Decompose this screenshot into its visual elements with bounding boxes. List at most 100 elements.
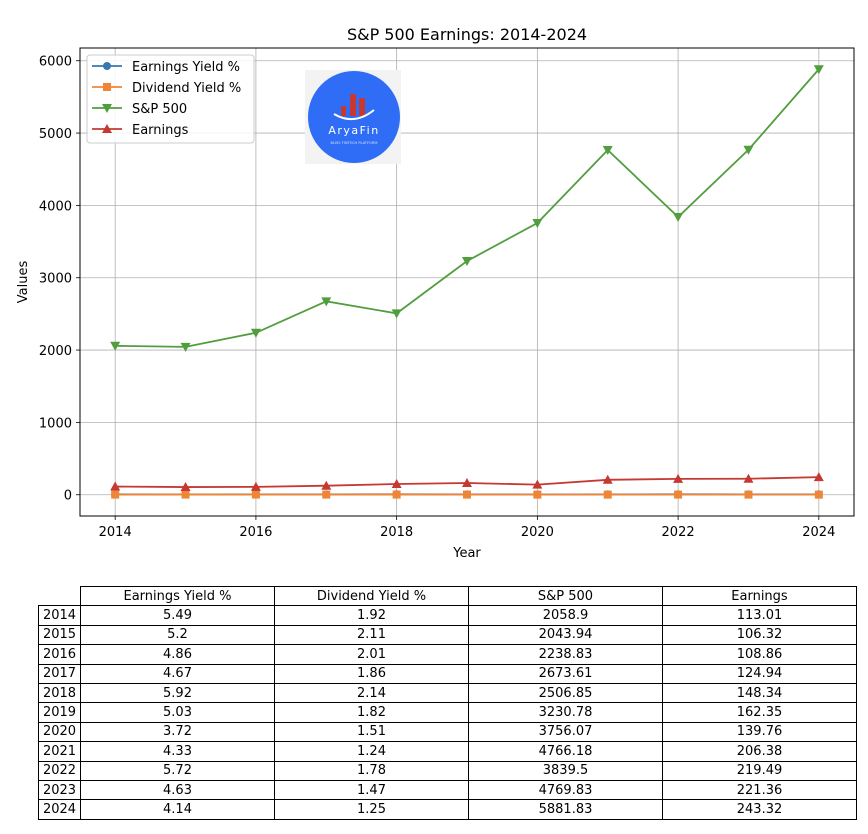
table-cell: 124.94	[662, 663, 857, 684]
data-point	[813, 472, 824, 482]
data-point	[603, 490, 612, 499]
table-cell: 1.47	[274, 779, 469, 801]
data-point	[251, 490, 260, 499]
table-cell: 2506.85	[468, 682, 663, 704]
table-cell: 3756.07	[468, 721, 663, 743]
y-tick-label: 6000	[39, 55, 72, 70]
y-tick-label: 2000	[39, 344, 72, 359]
data-point	[813, 65, 824, 75]
table-cell: 5.49	[80, 605, 275, 626]
table-row: 2017 4.67 1.86 2673.61 124.94	[38, 663, 857, 684]
data-point	[111, 490, 120, 499]
table-column-header: Earnings Yield %	[80, 585, 275, 607]
data-point	[532, 219, 543, 229]
table-corner	[39, 587, 81, 606]
table-cell: 3230.78	[468, 702, 663, 723]
x-tick-label: 2022	[662, 525, 695, 540]
x-tick-label: 2024	[802, 525, 835, 540]
table-cell: 2673.61	[468, 663, 663, 684]
table-cell: 2.01	[274, 644, 469, 665]
table-cell: 2.14	[274, 682, 469, 704]
logo-bar-3	[359, 98, 365, 116]
table-row: 2018 5.92 2.14 2506.85 148.34	[38, 682, 857, 704]
table-cell: 5.03	[80, 702, 275, 723]
table-row: 2016 4.86 2.01 2238.83 108.86	[38, 644, 857, 665]
series-2	[110, 65, 824, 352]
data-point	[463, 490, 471, 499]
data-point	[814, 490, 823, 499]
legend-label: Earnings	[132, 123, 189, 138]
data-point	[391, 309, 402, 319]
logo-bar-1	[341, 106, 346, 116]
logo-bar-2	[350, 94, 356, 116]
table-row-label: 2022	[38, 760, 81, 781]
data-point	[180, 482, 191, 492]
table-row: 2022 5.72 1.78 3839.5 219.49	[38, 760, 857, 781]
x-tick-label: 2014	[99, 525, 132, 540]
data-point	[181, 490, 190, 499]
legend-marker	[103, 62, 111, 70]
y-tick-label: 3000	[39, 272, 72, 287]
data-point	[744, 490, 753, 499]
plot-frame	[79, 47, 855, 517]
table-cell: 1.82	[274, 702, 469, 723]
table-cell: 4.67	[80, 663, 275, 684]
table-cell: 4766.18	[468, 741, 663, 762]
table-row: 2023 4.63 1.47 4769.83 221.36	[38, 779, 857, 801]
series-1	[111, 490, 823, 499]
data-table: Earnings Yield % Dividend Yield % S&P 50…	[38, 585, 857, 820]
table-column-header: S&P 500	[468, 585, 663, 607]
table-cell: 1.25	[274, 799, 469, 820]
series-3	[110, 472, 824, 492]
data-point	[462, 477, 472, 487]
data-point	[602, 145, 613, 155]
table-row: 2015 5.2 2.11 2043.94 106.32	[38, 624, 857, 646]
series-layer	[110, 65, 824, 499]
x-axis-label: Year	[452, 546, 481, 561]
table-cell: 5.92	[80, 682, 275, 704]
data-point	[532, 479, 543, 489]
table-cell: 4769.83	[468, 779, 663, 801]
data-point	[462, 257, 472, 267]
data-point	[392, 490, 401, 499]
legend-marker	[103, 83, 111, 91]
table-cell: 3839.5	[468, 760, 663, 781]
logo-circle	[308, 71, 400, 163]
data-point	[110, 481, 121, 491]
x-tick-label: 2016	[239, 525, 272, 540]
y-tick-label: 4000	[39, 199, 72, 214]
table-cell: 4.33	[80, 741, 275, 762]
table-cell: 1.51	[274, 721, 469, 743]
table-row-label: 2023	[38, 779, 81, 801]
data-point	[743, 145, 754, 155]
table-cell: 108.86	[662, 644, 857, 665]
table-column-header: Earnings	[662, 585, 857, 607]
data-point	[180, 342, 191, 352]
data-point	[743, 473, 754, 483]
legend: Earnings Yield % Dividend Yield % S&P 500 E…	[86, 54, 255, 144]
data-point	[673, 213, 684, 223]
x-tick-label: 2020	[521, 525, 554, 540]
y-tick-label: 0	[64, 489, 72, 504]
x-tick-label: 2018	[380, 525, 413, 540]
table-cell: 4.86	[80, 644, 275, 665]
table-row: 2014 5.49 1.92 2058.9 113.01	[38, 605, 857, 626]
table-row-label: 2014	[38, 605, 81, 626]
logo-swoosh	[333, 109, 375, 121]
table-cell: 2.11	[274, 624, 469, 646]
y-tick-label: 5000	[39, 127, 72, 142]
legend-marker	[102, 104, 112, 113]
table-cell: 139.76	[662, 721, 857, 743]
logo-tagline: BLISS FINTECH PLATFORM	[331, 141, 378, 145]
table-cell: 5881.83	[468, 799, 663, 820]
axis-ticks: 2014 2016 2018 2020 2022 2024 0 1000 2000 3000 400…	[39, 55, 835, 540]
data-point	[250, 481, 261, 491]
data-point	[321, 297, 332, 307]
legend-label: Dividend Yield %	[132, 81, 241, 96]
table-cell: 219.49	[662, 760, 857, 781]
table-cell: 1.24	[274, 741, 469, 762]
table-row-label: 2024	[38, 799, 81, 820]
data-point	[533, 490, 542, 499]
table-cell: 3.72	[80, 721, 275, 743]
data-point	[321, 480, 332, 490]
